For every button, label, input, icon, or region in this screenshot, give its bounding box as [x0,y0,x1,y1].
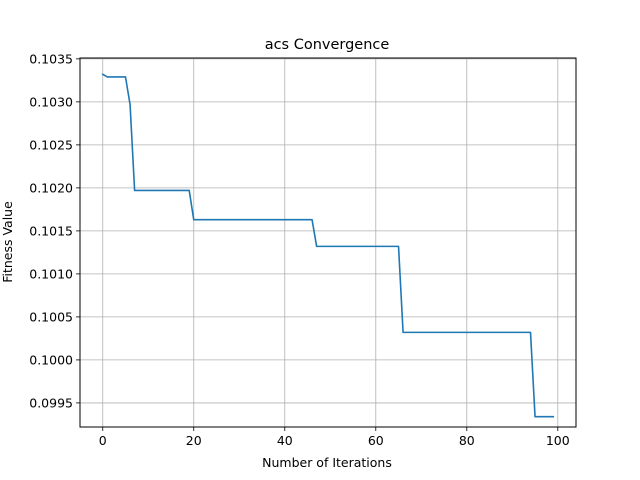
x-axis: 0 20 40 60 80 100 [99,427,570,448]
y-tick-label: 0.1035 [29,51,73,66]
series-line [101,73,555,418]
x-tick-label: 40 [277,433,293,448]
y-tick-label: 0.0995 [29,395,73,410]
y-tick-label: 0.1015 [29,223,73,238]
x-tick-label: 20 [186,433,202,448]
x-tick-label: 60 [368,433,384,448]
y-tick-label: 0.1000 [29,352,73,367]
x-tick-label: 80 [459,433,475,448]
x-tick-label: 0 [99,433,107,448]
y-tick-label: 0.1025 [29,137,73,152]
x-axis-label: Number of Iterations [262,455,392,470]
y-tick-label: 0.1005 [29,309,73,324]
chart-title: acs Convergence [265,37,390,53]
y-tick-label: 0.1010 [29,266,73,281]
y-tick-label: 0.1020 [29,180,73,195]
series-layer [101,73,555,418]
x-tick-label: 100 [546,433,570,448]
grid [80,58,576,427]
y-tick-label: 0.1030 [29,94,73,109]
y-axis-label: Fitness Value [0,201,15,283]
y-axis: 0.0995 0.1000 0.1005 0.1010 0.1015 0.1020 0.10… [29,51,80,410]
plot-frame [79,57,577,428]
